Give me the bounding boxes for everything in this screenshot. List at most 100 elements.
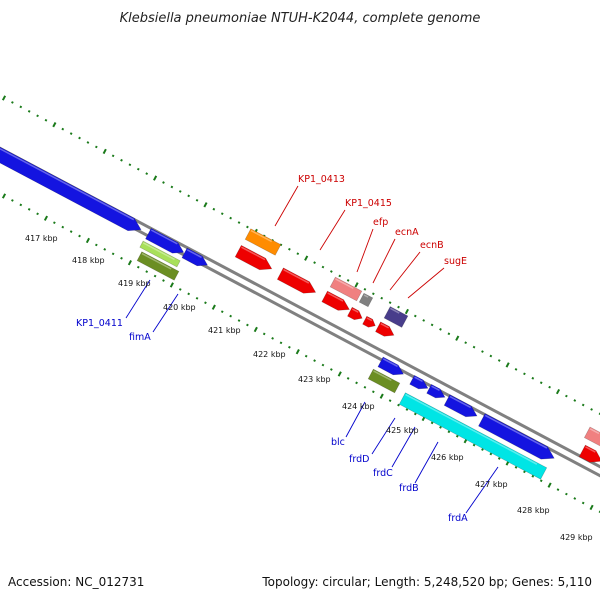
gene-label-efp[interactable]: efp xyxy=(373,217,388,228)
inner-ring-tick xyxy=(43,215,49,221)
inner-ring-tick xyxy=(388,399,392,402)
leader-KP1_0413 xyxy=(274,185,299,227)
outer-ring-tick xyxy=(523,372,526,376)
gene-label-fimA[interactable]: fimA xyxy=(129,332,151,343)
gene-blue-long[interactable] xyxy=(0,143,144,236)
outer-ring-tick xyxy=(237,221,241,224)
gene-slate-sugE-highlight xyxy=(390,307,400,314)
gene-olive-blc[interactable] xyxy=(367,368,401,394)
gene-gray-ecnA[interactable] xyxy=(358,292,374,308)
outer-ring-tick xyxy=(203,202,208,208)
outer-ring-tick xyxy=(195,198,199,202)
gene-red-KP1_0415[interactable] xyxy=(276,267,318,298)
outer-ring-tick xyxy=(128,163,132,167)
outer-ring-tick xyxy=(455,335,460,341)
inner-ring-tick xyxy=(246,323,249,327)
inner-ring-tick xyxy=(430,421,434,425)
gene-labels-top: KP1_0413 KP1_0415 efp ecnA ecnB sugE xyxy=(298,174,467,267)
gene-blue-a[interactable] xyxy=(409,374,431,392)
inner-ring-tick xyxy=(514,466,518,469)
inner-ring-tick xyxy=(162,279,165,282)
outer-ring-tick xyxy=(514,368,518,371)
inner-ring-tick xyxy=(497,457,501,460)
gene-red-edge[interactable] xyxy=(578,444,600,467)
gene-label-sugE[interactable]: sugE xyxy=(444,256,467,267)
backbone-line-outer xyxy=(0,146,600,469)
gene-olive-KP1_0411[interactable] xyxy=(136,251,180,281)
gene-red-d[interactable] xyxy=(362,315,378,330)
gene-red-a[interactable] xyxy=(234,244,275,274)
gene-blue-small[interactable] xyxy=(181,247,210,270)
leader-ecnB xyxy=(389,251,421,291)
inner-ring-tick xyxy=(288,345,291,349)
outer-ring-tick xyxy=(413,314,417,318)
gene-blue-blc[interactable] xyxy=(377,356,406,379)
inner-ring-tick xyxy=(589,504,594,511)
outer-ring-tick xyxy=(102,148,107,155)
gene-label-KP1_0413[interactable]: KP1_0413 xyxy=(298,174,345,185)
gene-lime-KP1_0411[interactable] xyxy=(139,240,181,268)
gene-blue-long-shape xyxy=(0,143,142,232)
inner-ring-tick xyxy=(556,488,560,491)
gene-pink-edge[interactable] xyxy=(583,426,600,448)
outer-ring-tick xyxy=(304,255,309,261)
gene-label-frdB[interactable]: frdB xyxy=(399,483,419,494)
kbp-label-428: 428 kbp xyxy=(517,506,550,515)
gene-red-e[interactable] xyxy=(375,321,396,340)
gene-pink-edge-highlight xyxy=(589,428,600,435)
inner-ring-tick xyxy=(565,492,568,496)
outer-ring-tick xyxy=(489,354,493,358)
gene-label-ecnA[interactable]: ecnA xyxy=(395,227,419,238)
gene-blue-frdC-highlight xyxy=(484,414,548,449)
gene-blue-fimA-shape xyxy=(145,227,185,254)
kbp-label-417: 417 kbp xyxy=(25,234,58,243)
gene-red-b-highlight xyxy=(327,292,344,302)
gene-label-KP1_0415[interactable]: KP1_0415 xyxy=(345,198,392,209)
kbp-label-423: 423 kbp xyxy=(298,375,331,384)
gene-red-c-highlight xyxy=(351,308,359,313)
gene-pink-efp-highlight xyxy=(335,278,354,290)
outer-ring-tick xyxy=(447,332,451,336)
gene-red-a-highlight xyxy=(241,246,266,261)
kbp-label-424: 424 kbp xyxy=(342,402,375,411)
inner-ring-tick xyxy=(262,332,266,336)
outer-ring-tick xyxy=(422,319,426,322)
gene-olive-KP1_0411-highlight xyxy=(141,252,172,270)
outer-ring-tick xyxy=(44,118,48,122)
outer-ring-tick xyxy=(61,127,65,131)
gene-cyan-frdA[interactable] xyxy=(398,392,548,480)
gene-label-ecnB[interactable]: ecnB xyxy=(420,240,444,251)
gene-red-b[interactable] xyxy=(321,290,352,315)
inner-ring-tick xyxy=(61,225,65,229)
inner-ring-tick xyxy=(178,288,182,291)
gene-blue-b[interactable] xyxy=(426,383,448,401)
gene-blue-frdC-shape xyxy=(478,413,555,460)
leader-ecnA xyxy=(372,238,396,284)
inner-ring-tick xyxy=(27,207,31,211)
inner-ring-tick xyxy=(363,385,367,389)
gene-blue-frdD-shape xyxy=(443,394,478,418)
outer-ring-tick xyxy=(430,323,434,327)
inner-ring-tick xyxy=(204,301,207,305)
gene-label-frdD[interactable]: frdD xyxy=(349,454,369,465)
gene-blue-fimA[interactable] xyxy=(145,227,187,257)
gene-red-c[interactable] xyxy=(347,306,364,322)
gene-olive-blc-shape xyxy=(367,368,401,394)
inner-ring-tick xyxy=(397,403,400,407)
outer-ring-tick xyxy=(229,216,232,220)
gene-blue-frdD[interactable] xyxy=(443,394,480,422)
gene-blue-frdC[interactable] xyxy=(478,413,557,465)
inner-ring-tick xyxy=(346,377,350,380)
inner-ring-tick xyxy=(111,252,115,256)
gene-slate-sugE[interactable] xyxy=(383,306,409,328)
gene-pink-efp[interactable] xyxy=(329,276,363,302)
gene-label-blc[interactable]: blc xyxy=(331,437,345,448)
gene-label-frdC[interactable]: frdC xyxy=(373,468,393,479)
outer-ring-tick xyxy=(505,362,510,368)
inner-ring-tick xyxy=(413,412,417,416)
gene-orange-KP1_0413[interactable] xyxy=(244,228,282,256)
gene-label-frdA[interactable]: frdA xyxy=(448,513,468,524)
leader-KP1_0411 xyxy=(125,279,151,319)
gene-label-KP1_0411[interactable]: KP1_0411 xyxy=(76,318,123,329)
